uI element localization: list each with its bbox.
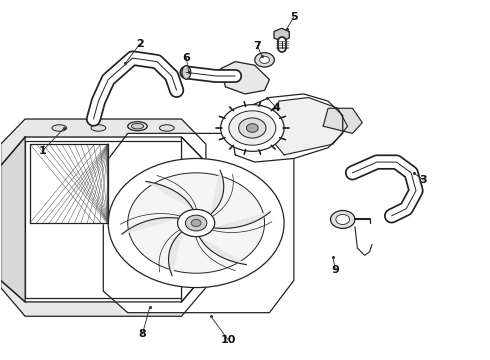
Circle shape [185,215,207,231]
Text: 1: 1 [38,146,46,156]
Circle shape [200,219,231,242]
Ellipse shape [131,123,144,129]
Polygon shape [169,232,181,276]
Text: 9: 9 [331,265,340,275]
Circle shape [246,124,258,132]
Ellipse shape [128,122,147,131]
Circle shape [177,210,215,237]
Text: 3: 3 [419,175,427,185]
Polygon shape [122,218,178,234]
Ellipse shape [159,125,174,131]
Text: 7: 7 [253,41,261,50]
Text: 5: 5 [290,12,297,22]
Circle shape [336,215,349,225]
Text: 10: 10 [220,334,236,345]
Polygon shape [199,237,246,265]
Polygon shape [230,94,343,162]
Circle shape [229,111,276,145]
Circle shape [331,211,355,228]
Polygon shape [30,144,108,223]
Ellipse shape [182,66,191,79]
Circle shape [220,105,284,151]
Polygon shape [103,134,294,313]
Polygon shape [25,140,181,298]
Text: 2: 2 [136,39,144,49]
Polygon shape [274,28,289,41]
Polygon shape [0,119,206,166]
Polygon shape [0,273,206,316]
Polygon shape [323,108,362,134]
Circle shape [260,56,270,63]
Text: 8: 8 [139,329,147,339]
Polygon shape [270,98,347,155]
Polygon shape [215,212,270,228]
Polygon shape [211,170,224,214]
Circle shape [189,211,243,250]
Polygon shape [0,137,206,302]
Circle shape [255,53,274,67]
Polygon shape [146,181,193,209]
Polygon shape [181,137,206,302]
Circle shape [128,173,265,273]
Ellipse shape [91,125,106,131]
Circle shape [191,220,201,226]
Text: 4: 4 [273,103,281,113]
Polygon shape [0,137,25,302]
Circle shape [108,158,284,288]
Circle shape [239,118,266,138]
Polygon shape [220,62,270,94]
Ellipse shape [52,125,67,131]
Text: 6: 6 [182,53,190,63]
